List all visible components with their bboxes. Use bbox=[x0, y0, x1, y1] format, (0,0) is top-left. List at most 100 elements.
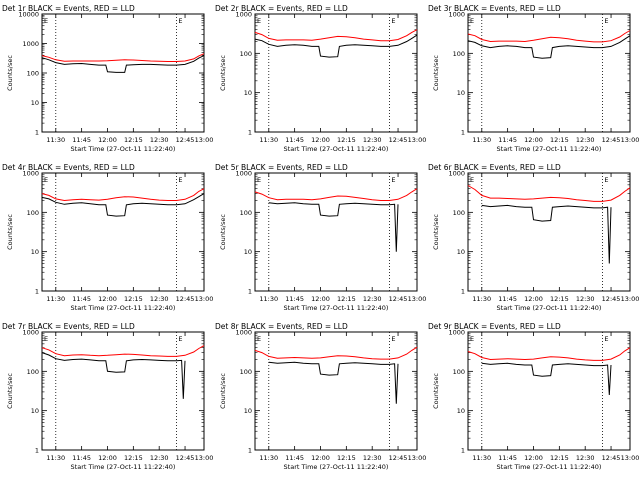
panel-title: Det 1r BLACK = Events, RED = LLD bbox=[2, 4, 135, 13]
y-tick-label: 10 bbox=[457, 407, 465, 415]
x-tick-label: 11:30 bbox=[46, 136, 65, 144]
plot-frame bbox=[467, 172, 631, 292]
x-axis-label: Start Time (27-Oct-11 11:22:40) bbox=[497, 145, 602, 153]
y-tick-label: 10 bbox=[31, 407, 39, 415]
x-tick-label: 11:45 bbox=[498, 454, 517, 462]
y-tick-label: 1000 bbox=[235, 329, 252, 337]
plot-frame bbox=[41, 331, 205, 451]
x-axis-label: Start Time (27-Oct-11 11:22:40) bbox=[71, 463, 176, 471]
x-tick-label: 11:30 bbox=[259, 454, 278, 462]
series-line-lld bbox=[254, 29, 418, 42]
series-line-events bbox=[481, 362, 612, 396]
x-axis-label: Start Time (27-Oct-11 11:22:40) bbox=[284, 304, 389, 312]
x-tick-label: 11:45 bbox=[285, 454, 304, 462]
plot-frame bbox=[41, 172, 205, 292]
corner-marker-left: E bbox=[44, 17, 48, 25]
y-tick-label: 100 bbox=[453, 368, 465, 376]
y-tick-label: 1000 bbox=[235, 170, 252, 178]
y-tick-label: 10 bbox=[31, 248, 39, 256]
x-tick-label: 12:30 bbox=[576, 295, 595, 303]
y-axis-label: Counts/sec bbox=[6, 214, 14, 250]
x-tick-label: 12:15 bbox=[337, 136, 356, 144]
series-line-lld bbox=[41, 345, 205, 357]
series-line-events bbox=[41, 352, 186, 399]
plot-frame bbox=[467, 331, 631, 451]
x-tick-label: 13:00 bbox=[621, 136, 640, 144]
y-tick-label: 1 bbox=[35, 129, 39, 137]
corner-marker-right: E bbox=[178, 17, 182, 25]
x-tick-label: 12:00 bbox=[98, 295, 117, 303]
corner-marker-right: E bbox=[391, 335, 395, 343]
series-line-lld bbox=[41, 188, 205, 202]
x-tick-label: 12:00 bbox=[311, 136, 330, 144]
y-axis-label: Counts/sec bbox=[432, 214, 440, 250]
y-tick-label: 1 bbox=[248, 447, 252, 455]
corner-marker-left: E bbox=[257, 17, 261, 25]
x-tick-label: 11:30 bbox=[46, 454, 65, 462]
x-axis-label: Start Time (27-Oct-11 11:22:40) bbox=[71, 145, 176, 153]
y-tick-label: 100 bbox=[27, 209, 39, 217]
y-tick-label: 1000 bbox=[22, 170, 39, 178]
x-tick-label: 12:15 bbox=[124, 136, 143, 144]
corner-marker-right: E bbox=[604, 176, 608, 184]
series-line-events bbox=[41, 55, 205, 73]
y-tick-label: 100 bbox=[453, 209, 465, 217]
x-tick-label: 11:45 bbox=[285, 295, 304, 303]
y-tick-label: 10 bbox=[31, 99, 39, 107]
x-tick-label: 12:00 bbox=[98, 454, 117, 462]
x-tick-label: 11:30 bbox=[259, 295, 278, 303]
panel-2: Det 2r BLACK = Events, RED = LLD E E 11:30 1… bbox=[215, 4, 426, 153]
corner-marker-left: E bbox=[44, 335, 48, 343]
y-tick-label: 1 bbox=[35, 447, 39, 455]
x-tick-label: 11:45 bbox=[498, 295, 517, 303]
x-tick-label: 12:00 bbox=[524, 295, 543, 303]
y-axis-label: Counts/sec bbox=[432, 373, 440, 409]
x-axis-label: Start Time (27-Oct-11 11:22:40) bbox=[497, 463, 602, 471]
x-tick-label: 12:30 bbox=[363, 295, 382, 303]
x-tick-label: 11:30 bbox=[46, 295, 65, 303]
series-line-lld bbox=[467, 185, 631, 202]
x-tick-label: 13:00 bbox=[408, 295, 427, 303]
y-axis-label: Counts/sec bbox=[219, 214, 227, 250]
y-tick-label: 10 bbox=[244, 89, 252, 97]
y-tick-label: 10000 bbox=[18, 11, 39, 19]
y-tick-label: 1000 bbox=[448, 170, 465, 178]
x-tick-label: 11:30 bbox=[259, 136, 278, 144]
x-tick-label: 12:45 bbox=[176, 136, 195, 144]
y-axis-label: Counts/sec bbox=[219, 55, 227, 91]
x-tick-label: 13:00 bbox=[408, 136, 427, 144]
panel-title: Det 2r BLACK = Events, RED = LLD bbox=[215, 4, 348, 13]
x-axis-label: Start Time (27-Oct-11 11:22:40) bbox=[284, 463, 389, 471]
corner-marker-right: E bbox=[391, 17, 395, 25]
x-tick-label: 11:45 bbox=[72, 454, 91, 462]
x-axis-label: Start Time (27-Oct-11 11:22:40) bbox=[71, 304, 176, 312]
corner-marker-left: E bbox=[257, 335, 261, 343]
y-tick-label: 1000 bbox=[448, 329, 465, 337]
plot-frame bbox=[254, 172, 418, 292]
x-tick-label: 12:30 bbox=[150, 136, 169, 144]
x-tick-label: 12:30 bbox=[363, 454, 382, 462]
y-tick-label: 100 bbox=[453, 50, 465, 58]
series-line-events bbox=[268, 361, 399, 404]
corner-marker-right: E bbox=[604, 17, 608, 25]
x-tick-label: 12:30 bbox=[576, 136, 595, 144]
panel-title: Det 8r BLACK = Events, RED = LLD bbox=[215, 322, 348, 331]
y-tick-label: 1 bbox=[248, 288, 252, 296]
x-tick-label: 12:30 bbox=[150, 295, 169, 303]
x-tick-label: 13:00 bbox=[621, 295, 640, 303]
y-tick-label: 1 bbox=[461, 288, 465, 296]
x-tick-label: 13:00 bbox=[195, 454, 214, 462]
panel-title: Det 7r BLACK = Events, RED = LLD bbox=[2, 322, 135, 331]
series-line-events bbox=[254, 34, 418, 58]
x-tick-label: 13:00 bbox=[408, 454, 427, 462]
corner-marker-left: E bbox=[44, 176, 48, 184]
y-tick-label: 1000 bbox=[235, 11, 252, 19]
y-tick-label: 10 bbox=[457, 89, 465, 97]
x-tick-label: 11:30 bbox=[472, 454, 491, 462]
x-tick-label: 12:00 bbox=[311, 454, 330, 462]
x-tick-label: 12:00 bbox=[524, 454, 543, 462]
x-tick-label: 12:00 bbox=[311, 295, 330, 303]
series-line-lld bbox=[467, 30, 631, 43]
panel-9: Det 9r BLACK = Events, RED = LLD E E 11:30 1… bbox=[428, 322, 639, 471]
